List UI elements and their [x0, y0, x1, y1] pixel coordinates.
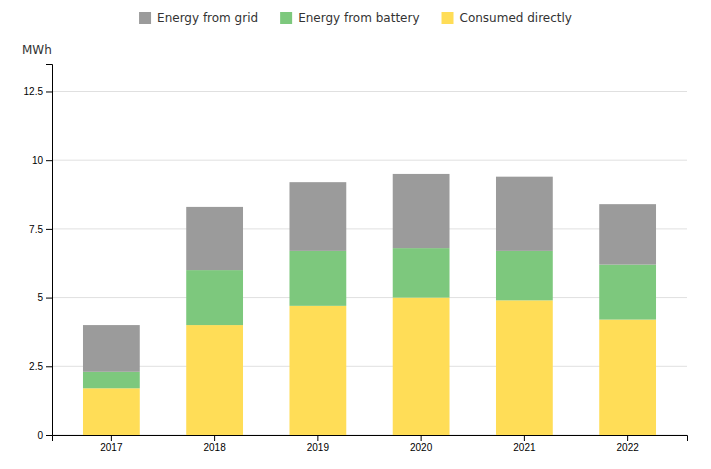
bar-segment	[599, 265, 656, 320]
y-tick: 10	[32, 155, 52, 166]
series	[83, 248, 656, 388]
y-tick: 12.5	[24, 86, 52, 97]
y-tick-label: 7.5	[29, 224, 43, 235]
x-tick-label: 2018	[203, 442, 226, 453]
bar-segment	[83, 325, 140, 372]
legend: Energy from grid Energy from battery Consu…	[139, 11, 572, 25]
x-tick-label: 2017	[100, 442, 123, 453]
bar-segment	[496, 177, 553, 251]
grid-line	[52, 160, 687, 161]
bar-segment	[186, 207, 243, 270]
x-tick: 2020	[410, 435, 433, 453]
legend-label: Consumed directly	[460, 11, 572, 25]
x-tick-mark	[317, 435, 318, 441]
legend-label: Energy from battery	[298, 11, 419, 25]
x-tick: 2021	[513, 435, 536, 453]
bars	[83, 174, 656, 435]
y-tick-mark	[46, 160, 52, 161]
y-tick: 0	[37, 430, 52, 441]
x-tick-mark	[524, 435, 525, 441]
bar-segment	[289, 251, 346, 306]
y-tick-mark	[46, 366, 52, 367]
y-tick: 2.5	[29, 361, 52, 372]
y-tick: 7.5	[29, 224, 52, 235]
x-tick: 2017	[100, 435, 123, 453]
plot: 0 2.5 5 7.5 10 12.5 2017 2018 2019 2020 2021 2022	[24, 65, 688, 454]
x-tick-label: 2021	[513, 442, 536, 453]
y-tick-label: 5	[37, 292, 43, 303]
legend-swatch	[442, 12, 454, 24]
bar-segment	[186, 325, 243, 435]
legend-swatch	[280, 12, 292, 24]
bar-segment	[289, 306, 346, 435]
y-tick-label: 0	[37, 430, 43, 441]
series	[83, 174, 656, 372]
grid-line	[52, 366, 687, 367]
grid-line	[52, 297, 687, 298]
x-tick-mark	[421, 435, 422, 441]
y-tick-mark	[46, 91, 52, 92]
bar-segment	[393, 248, 450, 297]
y-axis-label: MWh	[22, 43, 52, 57]
x-tick-label: 2020	[410, 442, 433, 453]
bar-segment	[393, 298, 450, 435]
x-tick-mark	[214, 435, 215, 441]
legend-swatch	[139, 12, 151, 24]
x-tick-mark	[111, 435, 112, 441]
x-tick: 2019	[307, 435, 330, 453]
y-axis: 0 2.5 5 7.5 10 12.5	[24, 65, 53, 441]
x-tick-mark	[627, 435, 628, 441]
legend-item: Consumed directly	[442, 11, 572, 25]
x-tick-label: 2019	[307, 442, 330, 453]
chart: 0 2.5 5 7.5 10 12.5 2017 2018 2019 2020 2021 2022 MW…	[0, 0, 711, 469]
bar-segment	[496, 300, 553, 435]
x-tick: 2022	[617, 435, 640, 453]
legend-label: Energy from grid	[157, 11, 258, 25]
y-tick-label: 12.5	[24, 86, 44, 97]
x-tick: 2018	[203, 435, 226, 453]
x-axis: 2017 2018 2019 2020 2021 2022	[53, 435, 688, 453]
x-axis-line	[53, 436, 688, 442]
series	[83, 298, 656, 435]
bar-segment	[83, 388, 140, 435]
bar-segment	[83, 372, 140, 388]
grid-line	[52, 91, 687, 92]
bar-segment	[496, 251, 553, 300]
y-tick-mark	[46, 229, 52, 230]
x-tick-label: 2022	[617, 442, 640, 453]
grid	[52, 91, 687, 435]
legend-item: Energy from battery	[280, 11, 419, 25]
legend-item: Energy from grid	[139, 11, 258, 25]
bar-segment	[599, 204, 656, 264]
y-axis-line	[46, 65, 53, 436]
bar-segment	[289, 182, 346, 251]
y-tick-mark	[46, 435, 52, 436]
y-tick: 5	[37, 292, 52, 303]
y-tick-mark	[46, 298, 52, 299]
grid-line	[52, 228, 687, 229]
bar-segment	[393, 174, 450, 248]
bar-segment	[599, 320, 656, 435]
y-tick-label: 2.5	[29, 361, 43, 372]
bar-segment	[186, 270, 243, 325]
y-tick-label: 10	[32, 155, 44, 166]
